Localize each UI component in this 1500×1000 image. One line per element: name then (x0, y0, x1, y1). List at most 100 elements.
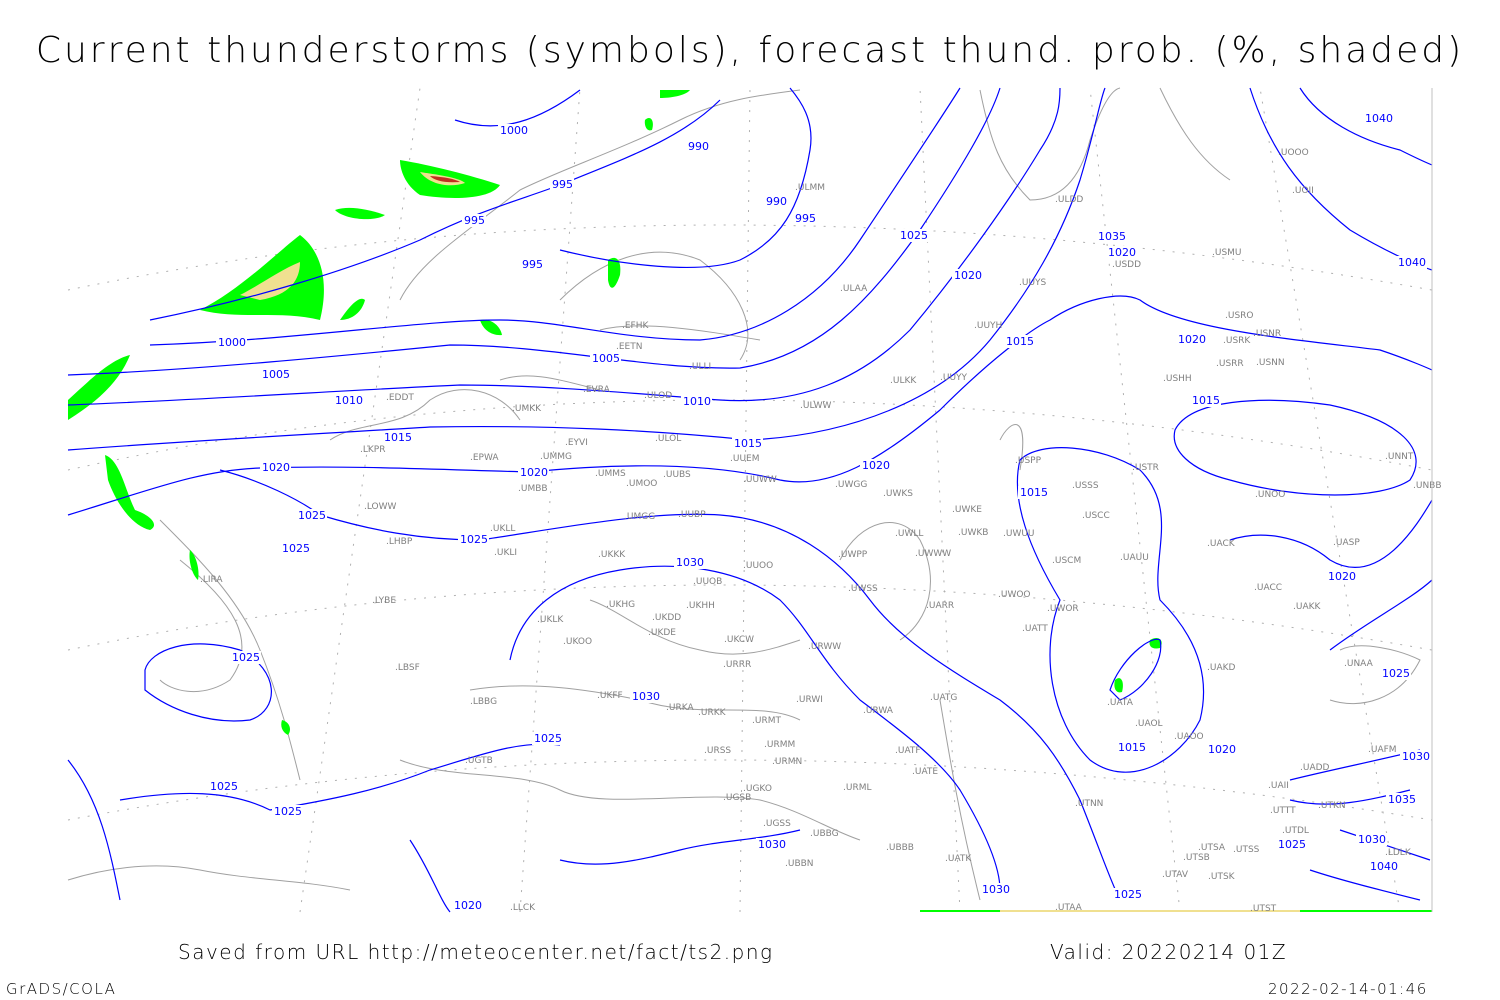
isobar-label: 1040 (1365, 112, 1393, 125)
station-label: .UKDE (648, 628, 676, 638)
station-label: .UAKD (1207, 663, 1236, 673)
thunderstorm-probability-shading (68, 90, 1432, 912)
isobar-label: 1010 (335, 394, 363, 407)
station-label: .UATE (912, 767, 938, 777)
station-label: .UNNT (1385, 452, 1414, 462)
station-label: .USRO (1225, 311, 1254, 321)
isobar-label: 1040 (1370, 860, 1398, 873)
isobar-label: 995 (522, 258, 543, 271)
station-label: .UMGG (624, 512, 655, 522)
station-label: .EETN (616, 342, 642, 352)
station-label: .UTSS (1233, 845, 1260, 855)
station-label: .ULOL (655, 434, 681, 444)
station-label: .UUYS (1019, 278, 1047, 288)
station-label: .UUYY (940, 373, 968, 383)
isobar-label: 1035 (1098, 230, 1126, 243)
station-label: .URSS (704, 746, 731, 756)
isobar-label: 1020 (1108, 246, 1136, 259)
station-label: .UOOO (1278, 148, 1309, 158)
isobar-label: 1040 (1398, 256, 1426, 269)
station-label: .USCM (1052, 556, 1081, 566)
station-label: .LHBP (386, 537, 413, 547)
isobar-label: 1020 (862, 459, 890, 472)
software-credit: GrADS/COLA (6, 980, 117, 998)
station-label: .UAUU (1120, 553, 1149, 563)
station-label: .UWOO (998, 590, 1031, 600)
station-label: .URMT (752, 716, 781, 726)
station-label: .UTSA (1198, 843, 1226, 853)
station-label: .UARR (926, 601, 954, 611)
isobar-label: 995 (464, 214, 485, 227)
isobar-label: 1025 (232, 651, 260, 664)
isobar-label: 1025 (274, 805, 302, 818)
station-label: .UTST (1250, 904, 1277, 914)
station-label: .LBBG (470, 697, 497, 707)
coastlines (67, 87, 1421, 901)
isobar-label: 1030 (1358, 833, 1386, 846)
station-label: .UTDL (1282, 826, 1309, 836)
station-label: .EDDT (386, 393, 414, 403)
station-label: .USHH (1163, 374, 1192, 384)
isobar-label: 1025 (1114, 888, 1142, 901)
isobar-label: 1020 (954, 269, 982, 282)
station-label: .URMN (772, 757, 802, 767)
station-label: .UMBB (518, 484, 548, 494)
station-label: .USTR (1132, 463, 1159, 473)
station-label: .ULOD (644, 391, 672, 401)
station-label: .UACK (1207, 539, 1236, 549)
station-label: .UWKS (883, 489, 913, 499)
station-label: .UWUU (1003, 529, 1035, 539)
station-label: .UKOO (563, 637, 592, 647)
station-label: .UMMG (540, 452, 572, 462)
station-label: .LIRA (200, 575, 223, 585)
station-label: .UMOO (626, 479, 657, 489)
station-label: .UBBN (785, 859, 814, 869)
station-label: .UACC (1254, 583, 1282, 593)
station-label: .UUOO (743, 561, 773, 571)
station-label: .UTSK (1208, 872, 1236, 882)
station-label: .UGSS (763, 819, 791, 829)
station-label: .URKK (698, 708, 727, 718)
generation-timestamp: 2022-02-14-01:46 (1268, 980, 1428, 998)
station-label: .UUWW (743, 475, 777, 485)
station-label: .LDLK (1385, 848, 1412, 858)
station-label: .LOWW (364, 502, 397, 512)
isobar-label: 1020 (1328, 570, 1356, 583)
isobar-label: 990 (766, 195, 787, 208)
station-label: .UAOO (1174, 732, 1204, 742)
lat-lon-grid (67, 87, 1433, 913)
station-label: .UUYH (974, 321, 1002, 331)
isobar-label: 1015 (1118, 741, 1146, 754)
station-label: .UAFM (1368, 745, 1397, 755)
station-label: .ULMM (795, 183, 825, 193)
station-label: .UKHG (606, 600, 635, 610)
station-label: .LKPR (360, 445, 385, 455)
isobar-label: 1015 (1020, 486, 1048, 499)
station-label: .UWKE (952, 505, 982, 515)
isobar-label: 990 (688, 140, 709, 153)
station-label: .UBBB (886, 843, 914, 853)
station-label: .UUBP (678, 510, 706, 520)
station-label: .UTAA (1055, 903, 1083, 913)
station-label: .UTSB (1183, 853, 1210, 863)
station-label: .UKLL (490, 524, 515, 534)
isobar-label: 1010 (683, 395, 711, 408)
station-label: .USSS (1072, 481, 1099, 491)
station-label: .UWLL (895, 529, 923, 539)
station-label: .UWOR (1047, 604, 1079, 614)
station-label: .UTTT (1270, 806, 1296, 816)
station-label: .ULWW (800, 401, 832, 411)
isobar-label: 1020 (262, 461, 290, 474)
station-label: .LYBE (372, 596, 396, 606)
station-label: .ULKK (890, 376, 917, 386)
station-label: .UAII (1268, 781, 1289, 791)
isobar-label: 1020 (454, 899, 482, 912)
station-label: .UAOL (1135, 719, 1163, 729)
station-label: .USCC (1082, 511, 1110, 521)
isobar-label: 1025 (282, 542, 310, 555)
isobar-label: 1025 (1382, 667, 1410, 680)
isobar-label: 1015 (384, 431, 412, 444)
isobar-label: 1025 (298, 509, 326, 522)
station-label: .UGTB (465, 756, 493, 766)
station-label: .UKLK (537, 615, 564, 625)
